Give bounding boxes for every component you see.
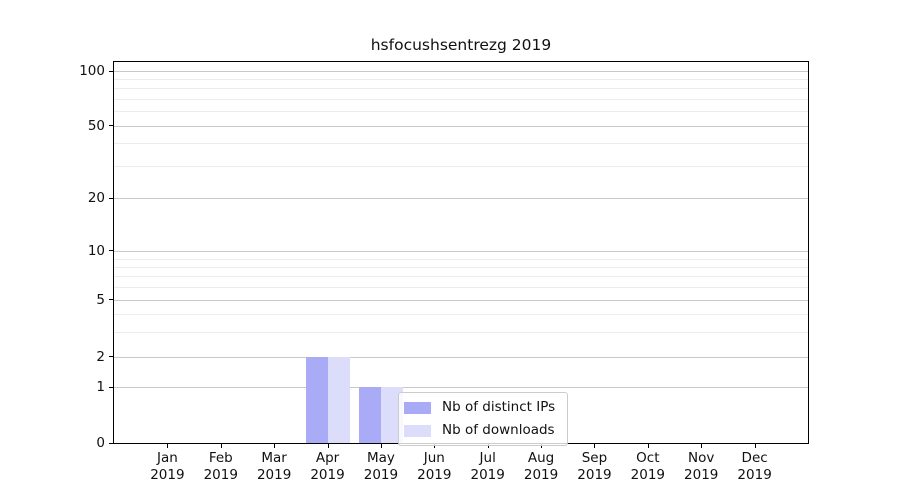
x-tick-label-year: 2019 (737, 467, 772, 483)
x-tick-label-year: 2019 (310, 467, 345, 483)
y-tick-mark (109, 125, 113, 127)
y-tick-mark (109, 197, 113, 199)
minor-gridline (114, 313, 808, 315)
x-tick-label-year: 2019 (203, 467, 238, 483)
x-tick-mark (541, 444, 543, 448)
x-tick-label: Sep 2019 (564, 450, 624, 484)
x-tick-label-year: 2019 (363, 467, 399, 483)
x-tick-label-month: Dec (741, 450, 768, 466)
x-tick-label-month: Feb (208, 450, 233, 466)
minor-gridline (114, 110, 808, 112)
minor-gridline (114, 287, 808, 289)
x-tick-mark (380, 444, 382, 448)
minor-gridline (114, 98, 808, 100)
legend-item-downloads: Nb of downloads (404, 422, 555, 439)
x-tick-label-month: Jul (479, 450, 496, 466)
y-tick-label: 10 (87, 242, 105, 259)
x-tick-label-year: 2019 (417, 467, 452, 483)
x-tick-mark (754, 444, 756, 448)
major-gridline (114, 71, 808, 73)
major-gridline (114, 250, 808, 252)
bar-distinct-ips (305, 356, 328, 443)
x-tick-mark (167, 444, 169, 448)
minor-gridline (114, 88, 808, 90)
x-tick-label-month: May (366, 450, 395, 466)
y-tick-mark (109, 356, 113, 357)
minor-gridline (114, 266, 808, 268)
y-tick-mark (109, 299, 113, 301)
y-tick-mark (109, 442, 113, 444)
x-tick-label-year: 2019 (630, 467, 666, 483)
minor-gridline (114, 142, 808, 144)
x-tick-label-month: Jun (423, 450, 445, 466)
x-tick-mark (647, 444, 649, 448)
x-tick-label-year: 2019 (523, 467, 559, 483)
x-tick-label: Aug 2019 (511, 450, 571, 484)
legend-item-distinct-ips: Nb of distinct IPs (404, 399, 555, 416)
minor-gridline (114, 258, 808, 260)
x-tick-label-month: Oct (636, 450, 660, 466)
bar-distinct-ips (358, 387, 381, 443)
x-tick-label-year: 2019 (684, 467, 719, 483)
minor-gridline (114, 276, 808, 278)
x-tick-mark (701, 444, 703, 448)
x-tick-label-month: Sep (581, 450, 608, 466)
legend-swatch (404, 401, 431, 414)
major-gridline (114, 125, 808, 127)
y-tick-mark (109, 250, 113, 252)
x-tick-label-month: Jan (156, 450, 178, 466)
x-tick-mark (220, 444, 222, 448)
x-tick-label: Feb 2019 (191, 450, 251, 484)
major-gridline (114, 356, 808, 358)
x-tick-mark (274, 444, 276, 448)
major-gridline (114, 198, 808, 200)
x-tick-label: Jun 2019 (404, 450, 464, 484)
x-tick-label: Apr 2019 (298, 450, 358, 484)
y-tick-mark (109, 386, 113, 388)
y-tick-label: 1 (96, 379, 105, 396)
y-tick-label: 50 (87, 117, 105, 134)
x-tick-label: Nov 2019 (671, 450, 731, 484)
x-tick-label-month: Apr (315, 450, 340, 466)
plot-area (113, 61, 809, 444)
x-tick-mark (487, 444, 489, 448)
x-tick-label-year: 2019 (150, 467, 185, 483)
legend: Nb of distinct IPs Nb of downloads (398, 392, 569, 446)
major-gridline (114, 387, 808, 389)
x-tick-label: May 2019 (351, 450, 411, 484)
x-tick-label-year: 2019 (256, 467, 292, 483)
x-tick-label: Oct 2019 (618, 450, 678, 484)
y-tick-mark (109, 70, 113, 72)
x-tick-label: Mar 2019 (244, 450, 304, 484)
y-tick-label: 2 (96, 348, 105, 365)
legend-label: Nb of distinct IPs (442, 399, 556, 415)
y-tick-label: 5 (96, 291, 105, 308)
legend-swatch (404, 424, 431, 437)
minor-gridline (114, 165, 808, 167)
x-tick-label: Dec 2019 (725, 450, 785, 484)
x-tick-mark (434, 444, 436, 448)
legend-label: Nb of downloads (442, 422, 555, 438)
bar-downloads (380, 387, 403, 443)
x-tick-label-year: 2019 (577, 467, 612, 483)
minor-gridline (114, 79, 808, 81)
major-gridline (114, 299, 808, 301)
x-tick-label: Jan 2019 (137, 450, 197, 484)
chart-title: hsfocushsentrezg 2019 (370, 36, 552, 54)
minor-gridline (114, 331, 808, 333)
bar-downloads (327, 356, 350, 443)
x-tick-label-month: Nov (688, 450, 715, 466)
y-tick-label: 20 (87, 190, 105, 207)
x-tick-mark (327, 444, 329, 448)
x-tick-label-month: Aug (527, 450, 555, 466)
x-tick-label-month: Mar (261, 450, 287, 466)
y-tick-label: 100 (79, 63, 105, 80)
x-tick-label: Jul 2019 (458, 450, 518, 484)
y-tick-label: 0 (96, 435, 105, 451)
x-tick-mark (594, 444, 596, 448)
x-tick-label-year: 2019 (470, 467, 505, 483)
